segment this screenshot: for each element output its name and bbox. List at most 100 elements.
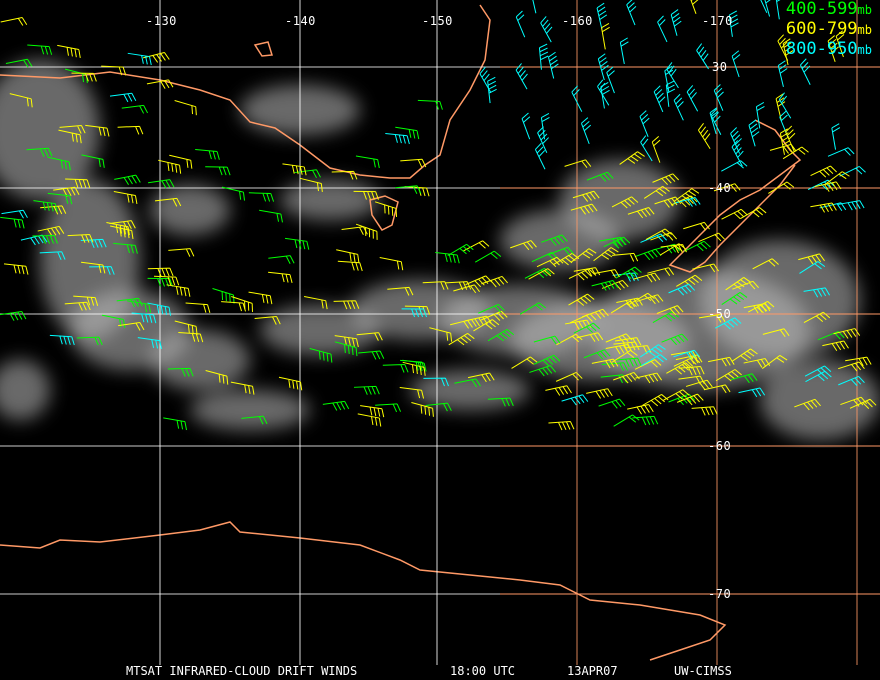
wind-barb (838, 375, 865, 387)
wind-barb (692, 263, 719, 273)
wind-barb (399, 387, 425, 399)
cloud-blob (150, 330, 250, 390)
wind-barb (65, 178, 91, 189)
wind-barb (576, 332, 604, 342)
wind-barb (775, 0, 781, 20)
wind-barb (0, 216, 25, 229)
wind-barb (822, 340, 849, 352)
wind-barb (282, 163, 307, 176)
wind-barb (845, 356, 872, 367)
wind-barb (564, 319, 592, 330)
wind-barb (605, 343, 633, 355)
wind-barb (652, 173, 680, 186)
wind-barb (553, 252, 580, 266)
wind-barb (586, 388, 613, 399)
wind-barb (355, 155, 380, 169)
wind-barb (636, 294, 664, 305)
wind-barb (633, 272, 661, 283)
wind-barb (147, 277, 174, 287)
wind-barb (185, 302, 211, 314)
wind-barb (309, 348, 333, 363)
wind-barb (666, 362, 693, 375)
wind-barb (632, 415, 659, 426)
wind-barb (583, 349, 611, 360)
wind-barb (794, 398, 821, 411)
wind-barb (748, 119, 760, 147)
wind-barb (639, 110, 650, 138)
wind-barb (752, 258, 779, 270)
wind-barb (593, 269, 620, 278)
wind-barb (831, 123, 841, 150)
legend-range: 600-799 (785, 19, 858, 39)
wind-barb (168, 248, 195, 257)
wind-barb (473, 319, 500, 332)
wind-barb (601, 22, 610, 50)
wind-barb (713, 84, 724, 111)
wind-barb (57, 44, 81, 59)
wind-barb (614, 337, 642, 346)
wind-barb (598, 398, 626, 409)
wind-barb (670, 195, 698, 208)
wind-barb (676, 393, 704, 406)
wind-barb (775, 93, 786, 121)
wind-barb (268, 271, 293, 284)
wind-barb (121, 104, 149, 114)
wind-barb (647, 267, 675, 276)
wind-barb (610, 300, 637, 314)
wind-barb (89, 266, 115, 275)
wind-barb (673, 188, 700, 202)
wind-barb (447, 243, 474, 256)
wind-barb (0, 310, 27, 321)
wind-barb (743, 303, 771, 314)
wind-barb (1, 209, 28, 219)
wind-barb (710, 108, 722, 135)
wind-barb (779, 128, 791, 155)
wind-barb (838, 361, 865, 372)
wind-barb (601, 362, 628, 372)
wind-barb (803, 311, 831, 324)
wind-barb (481, 275, 508, 288)
wind-barb (613, 371, 640, 384)
wind-barb (721, 208, 748, 220)
wind-barb (743, 358, 771, 368)
wind-barb (810, 165, 837, 178)
wind-barb (721, 160, 748, 172)
wind-barb (67, 233, 94, 243)
cloud-blob (410, 370, 530, 410)
wind-barb (336, 249, 360, 263)
lat-label: -50 (708, 307, 732, 321)
wind-barb (581, 308, 609, 319)
wind-barb (221, 186, 246, 201)
wind-barb (248, 291, 273, 305)
wind-barb (231, 296, 254, 312)
wind-barb (703, 384, 731, 394)
wind-barb (333, 300, 360, 310)
wind-barb (606, 66, 615, 94)
wind-barb (519, 302, 547, 315)
wind-barb (402, 359, 427, 372)
wind-barb (540, 113, 550, 140)
wind-barb (538, 43, 549, 70)
wind-barb (147, 267, 174, 277)
wind-barb (600, 81, 610, 109)
wind-barb (804, 365, 832, 377)
wind-barb (833, 328, 861, 339)
wind-barb (597, 53, 609, 81)
wind-barb (613, 414, 640, 427)
wind-barb (487, 76, 497, 104)
wind-barb (109, 92, 137, 103)
wind-barb (683, 221, 710, 231)
wind-barb (334, 335, 359, 348)
wind-barb (762, 328, 790, 338)
wind-barb (146, 79, 174, 89)
wind-barb (640, 233, 667, 243)
wind-barb (571, 85, 583, 112)
wind-barb (586, 171, 614, 182)
wind-barb (425, 402, 452, 412)
cloud-blob (0, 60, 100, 200)
cloud-blob (190, 390, 310, 430)
wind-barb (803, 287, 830, 298)
wind-barb (382, 363, 409, 373)
wind-barb (569, 313, 597, 324)
wind-barb (740, 207, 767, 220)
